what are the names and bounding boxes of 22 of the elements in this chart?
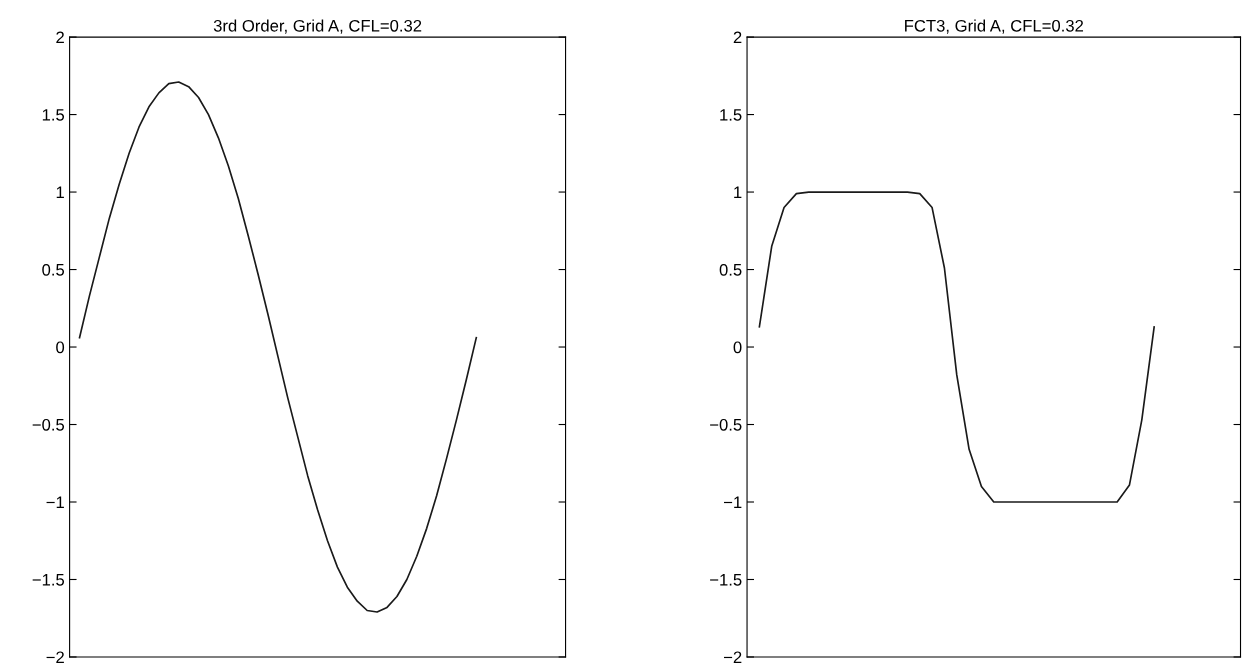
- y-tick-label: −1: [724, 496, 742, 509]
- y-tick-label: 1: [56, 186, 64, 199]
- y-tick-label: −1.5: [32, 574, 65, 586]
- y-tick-label: 0: [56, 341, 65, 354]
- y-tick-label: −0.5: [32, 418, 65, 431]
- y-tick-label: 1.5: [42, 109, 65, 121]
- line-series: [78, 81, 478, 613]
- y-tick-label: 1: [734, 186, 742, 199]
- y-tick-label: 2: [56, 31, 64, 44]
- y-tick-label: 0: [733, 341, 742, 354]
- y-tick-label: 0.5: [42, 263, 65, 276]
- chart-title: 3rd Order, Grid A, CFL=0.32: [213, 19, 422, 34]
- y-tick-label: 0.5: [719, 263, 742, 276]
- line-series: [758, 191, 1155, 503]
- chart-title: FCT3, Grid A, CFL=0.32: [905, 19, 1084, 34]
- y-tick-label: 1.5: [720, 109, 742, 121]
- y-tick-label: −2: [46, 651, 64, 664]
- y-tick-label: −2: [724, 651, 742, 664]
- y-tick-label: −0.5: [710, 418, 742, 431]
- y-tick-label: −1: [46, 496, 64, 509]
- y-tick-label: −1.5: [710, 574, 742, 586]
- y-tick-label: 2: [733, 31, 742, 44]
